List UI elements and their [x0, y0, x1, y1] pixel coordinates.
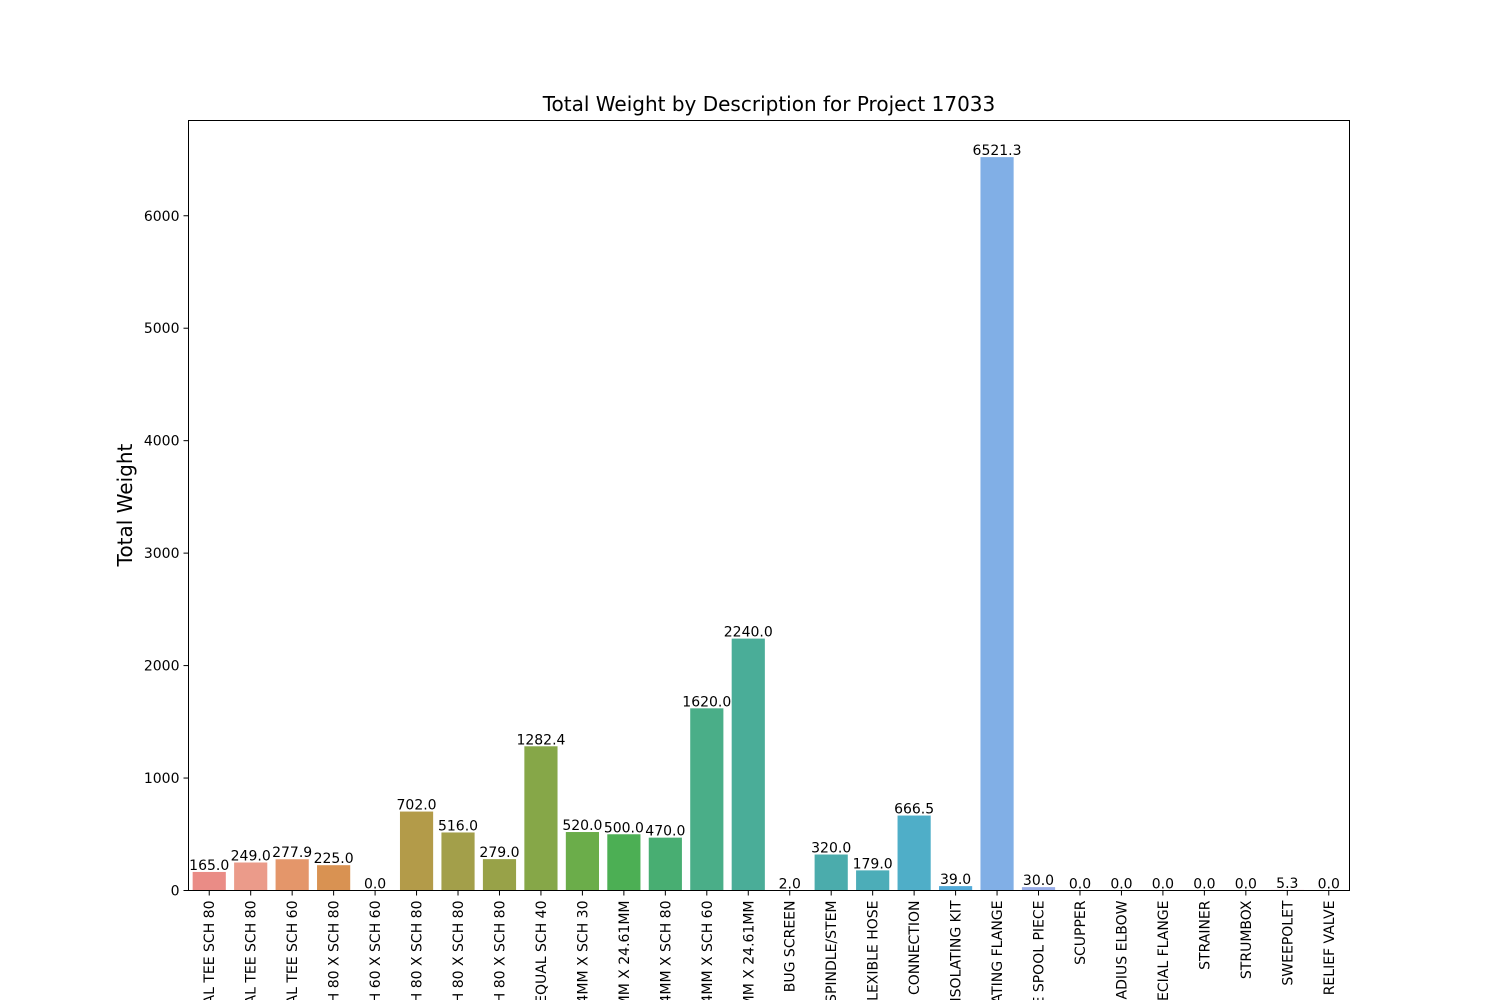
bar-value-label: 1282.4 [516, 732, 565, 748]
x-tick-label: ECIAL FLANGE [1156, 901, 1172, 1000]
bar-value-label: 0.0 [1069, 877, 1091, 893]
chart-title: Total Weight by Description for Project … [542, 92, 996, 116]
y-axis-label: Total Weight [113, 443, 137, 567]
x-tick-label: ISOLATING KIT [949, 900, 965, 1000]
bar-value-label: 500.0 [604, 820, 644, 836]
x-tick-label: MM X 24.61MM [741, 901, 757, 1000]
bar [980, 157, 1014, 891]
x-tick-label: H 60 X SCH 60 [368, 901, 384, 1000]
x-tick-label: AL TEE SCH 80 [244, 901, 260, 1000]
y-tick-label: 3000 [144, 546, 180, 562]
x-tick-label: 4MM X SCH 80 [658, 901, 674, 1000]
bar [731, 638, 765, 891]
bars-group [192, 157, 1304, 891]
bar-value-label: 0.0 [1152, 877, 1174, 893]
bar-value-label: 1620.0 [682, 694, 731, 710]
bar-value-label: 225.0 [314, 851, 354, 867]
x-tick-label: E SPOOL PIECE [1032, 901, 1048, 1000]
bar [856, 870, 890, 891]
bar [897, 815, 931, 891]
y-tick-label: 0 [171, 884, 180, 900]
x-tick-label: RELIEF VALVE [1322, 901, 1338, 996]
x-tick-label: H 80 X SCH 80 [492, 901, 508, 1000]
bar-value-label: 2240.0 [724, 625, 773, 641]
x-tick-label: AL TEE SCH 80 [202, 901, 218, 1000]
bar-value-label: 179.0 [853, 856, 893, 872]
bar [317, 865, 351, 891]
x-tick-label: SPINDLE/STEM [824, 901, 840, 1000]
x-tick-label: 4MM X SCH 30 [575, 901, 591, 1000]
bar-value-label: 0.0 [1110, 877, 1132, 893]
bar-value-label: 249.0 [231, 848, 271, 864]
bar [607, 834, 641, 891]
bar-value-label: 0.0 [1318, 877, 1340, 893]
x-tick-label: E CONNECTION [907, 901, 923, 1000]
y-axis: 0 1000 2000 3000 4000 5000 6000 [144, 209, 189, 900]
bar [482, 859, 517, 891]
bar-value-label: 6521.3 [973, 143, 1022, 159]
bar [234, 862, 268, 891]
bar-value-label: 520.0 [562, 818, 602, 834]
x-tick-label: H 80 X SCH 80 [410, 901, 426, 1000]
x-tick-label: MM X 24.61MM [617, 901, 633, 1000]
bar-value-label: 279.0 [479, 845, 519, 861]
bar-value-label: 516.0 [438, 818, 478, 834]
bar-value-label: 165.0 [189, 858, 229, 874]
bar-value-label: 0.0 [1193, 877, 1215, 893]
x-tick-label: H 80 X SCH 80 [451, 901, 467, 1000]
x-tick-label: STRUMBOX [1239, 900, 1255, 979]
x-tick-label: H 80 X SCH 80 [327, 901, 343, 1000]
bar-value-label: 320.0 [811, 841, 851, 857]
x-tick-label: SCUPPER [1073, 900, 1089, 965]
y-tick-label: 1000 [144, 771, 180, 787]
x-tick-label: EQUAL SCH 40 [534, 901, 550, 1000]
bar [192, 871, 226, 891]
bar-value-label: 702.0 [397, 798, 437, 814]
x-tick-label: BUG SCREEN [783, 901, 799, 993]
x-axis: AL TEE SCH 80 AL TEE SCH 80 AL TEE SCH 60 H… [202, 890, 1338, 1000]
bar-value-label: 277.9 [272, 845, 312, 861]
bar [648, 837, 682, 891]
bar [939, 886, 973, 891]
bar-value-label: 0.0 [1235, 877, 1257, 893]
plot-frame [188, 120, 1350, 891]
bar [441, 832, 475, 891]
bar-value-label: 30.0 [1023, 873, 1054, 889]
x-tick-label: ATING FLANGE [990, 901, 1006, 1000]
x-tick-label: 4MM X SCH 60 [700, 901, 716, 1000]
bar-value-label: 5.3 [1276, 876, 1298, 892]
bar [524, 746, 558, 891]
bar-value-label: 2.0 [779, 876, 801, 892]
x-tick-label: ADIUS ELBOW [1114, 900, 1130, 999]
bar-value-label: 470.0 [645, 824, 685, 840]
x-tick-label: STRAINER [1197, 900, 1213, 970]
x-tick-label: AL TEE SCH 60 [285, 901, 301, 1000]
y-tick-label: 2000 [144, 659, 180, 675]
bar [814, 854, 848, 891]
bar-value-label: 0.0 [364, 877, 386, 893]
bar [565, 832, 599, 891]
x-tick-label: LEXIBLE HOSE [866, 901, 882, 1000]
y-tick-label: 6000 [144, 209, 180, 225]
bar-value-label: 666.5 [894, 802, 934, 818]
y-tick-label: 4000 [144, 434, 180, 450]
x-tick-label: SWEEPOLET [1280, 900, 1296, 986]
bar [275, 859, 309, 891]
bar-value-label: 39.0 [940, 872, 971, 888]
bar [690, 708, 724, 891]
bar [399, 811, 434, 891]
bar [1021, 887, 1056, 891]
y-tick-label: 5000 [144, 321, 180, 337]
